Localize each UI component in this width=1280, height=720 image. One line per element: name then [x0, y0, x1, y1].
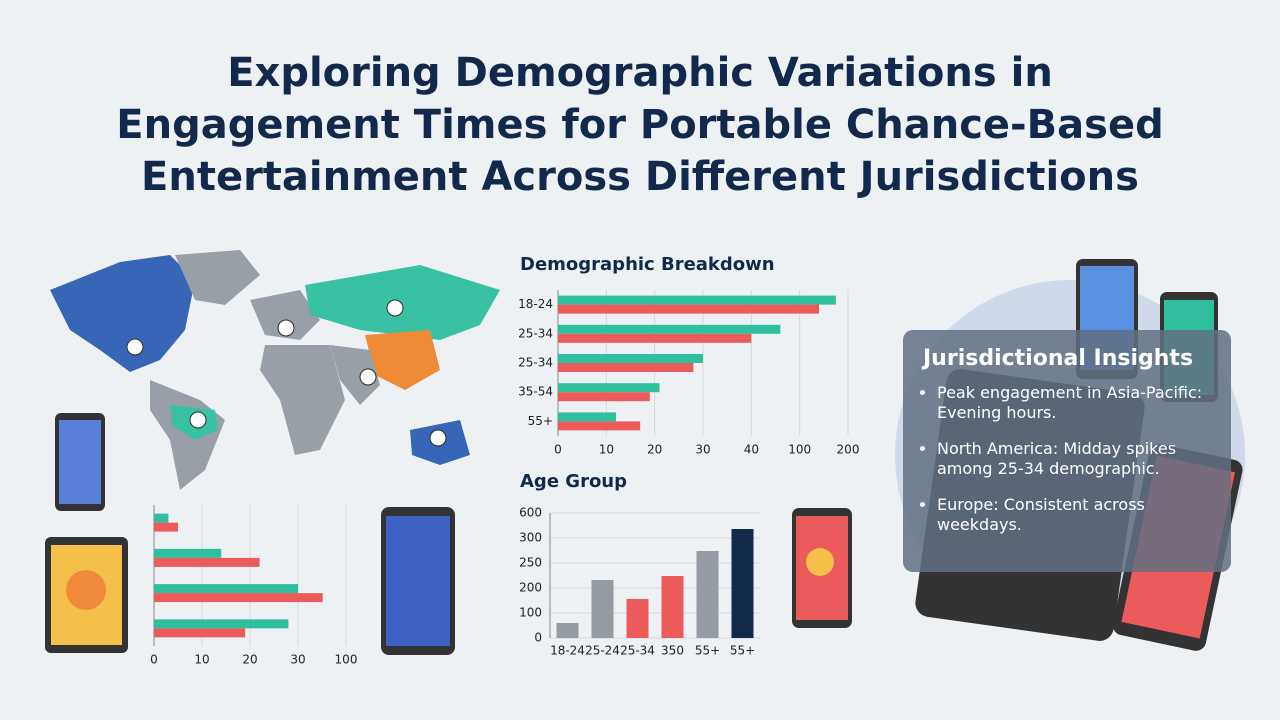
y-tick-label: 35-54: [518, 385, 553, 399]
y-tick-label: 55+: [528, 414, 553, 428]
insight-item: Peak engagement in Asia-Pacific: Evening…: [937, 383, 1211, 423]
insight-item: North America: Midday spikes among 25-34…: [937, 439, 1211, 479]
bar: [154, 584, 298, 594]
x-tick-label: 55+: [695, 644, 720, 658]
bar: [661, 576, 684, 638]
x-tick-label: 20: [647, 443, 662, 457]
x-tick-label: 100: [335, 653, 358, 667]
bar: [591, 580, 614, 638]
bar: [558, 412, 616, 422]
insights-list: Peak engagement in Asia-Pacific: Evening…: [923, 383, 1211, 535]
x-tick-label: 30: [290, 653, 305, 667]
bar: [154, 513, 169, 523]
x-tick-label: 10: [194, 653, 209, 667]
page-title: Engagement Times for Portable Chance-Bas…: [116, 102, 1163, 148]
bar: [696, 551, 719, 638]
y-tick-label: 250: [519, 556, 542, 570]
x-tick-label: 0: [554, 443, 562, 457]
y-tick-label: 300: [519, 531, 542, 545]
bar: [154, 619, 289, 629]
y-tick-label: 100: [519, 606, 542, 620]
y-tick-label: 18-24: [518, 297, 553, 311]
insight-item: Europe: Consistent across weekdays.: [937, 495, 1211, 535]
bar: [558, 304, 819, 314]
x-tick-label: 0: [150, 653, 158, 667]
bar: [558, 354, 703, 363]
bar: [556, 623, 579, 638]
chart-title: Age Group: [520, 471, 627, 492]
bar: [558, 363, 694, 372]
chart-title: Demographic Breakdown: [520, 254, 775, 275]
world-map: [50, 250, 500, 490]
bar: [558, 295, 836, 305]
bar: [558, 333, 752, 343]
y-tick-label: 25-34: [518, 356, 553, 370]
page-title: Exploring Demographic Variations in: [227, 50, 1053, 96]
y-tick-label: 25-34: [518, 326, 553, 340]
x-tick-label: 25-34: [620, 644, 655, 658]
x-tick-label: 100: [788, 443, 811, 457]
bar: [558, 383, 660, 393]
bar: [154, 557, 260, 567]
x-tick-label: 30: [695, 443, 710, 457]
y-tick-label: 200: [519, 581, 542, 595]
y-tick-label: 600: [519, 506, 542, 520]
x-tick-label: 20: [242, 653, 257, 667]
bar: [154, 522, 178, 532]
x-tick-label: 350: [661, 644, 684, 658]
insights-title: Jurisdictional Insights: [923, 346, 1194, 371]
x-tick-label: 40: [744, 443, 759, 457]
page-title: Entertainment Across Different Jurisdict…: [141, 154, 1139, 200]
bar: [558, 421, 641, 431]
bar: [154, 548, 222, 558]
bar: [731, 529, 754, 638]
x-tick-label: 200: [837, 443, 860, 457]
insights-panel: Jurisdictional Insights Peak engagement …: [903, 330, 1231, 572]
bar: [154, 628, 246, 638]
x-tick-label: 55+: [730, 644, 755, 658]
bar: [558, 392, 650, 402]
x-tick-label: 25-24: [585, 644, 620, 658]
y-tick-label: 0: [534, 631, 542, 645]
x-tick-label: 18-24: [550, 644, 585, 658]
bar: [154, 593, 323, 603]
bar: [626, 599, 649, 638]
bar: [558, 324, 781, 334]
x-tick-label: 10: [599, 443, 614, 457]
